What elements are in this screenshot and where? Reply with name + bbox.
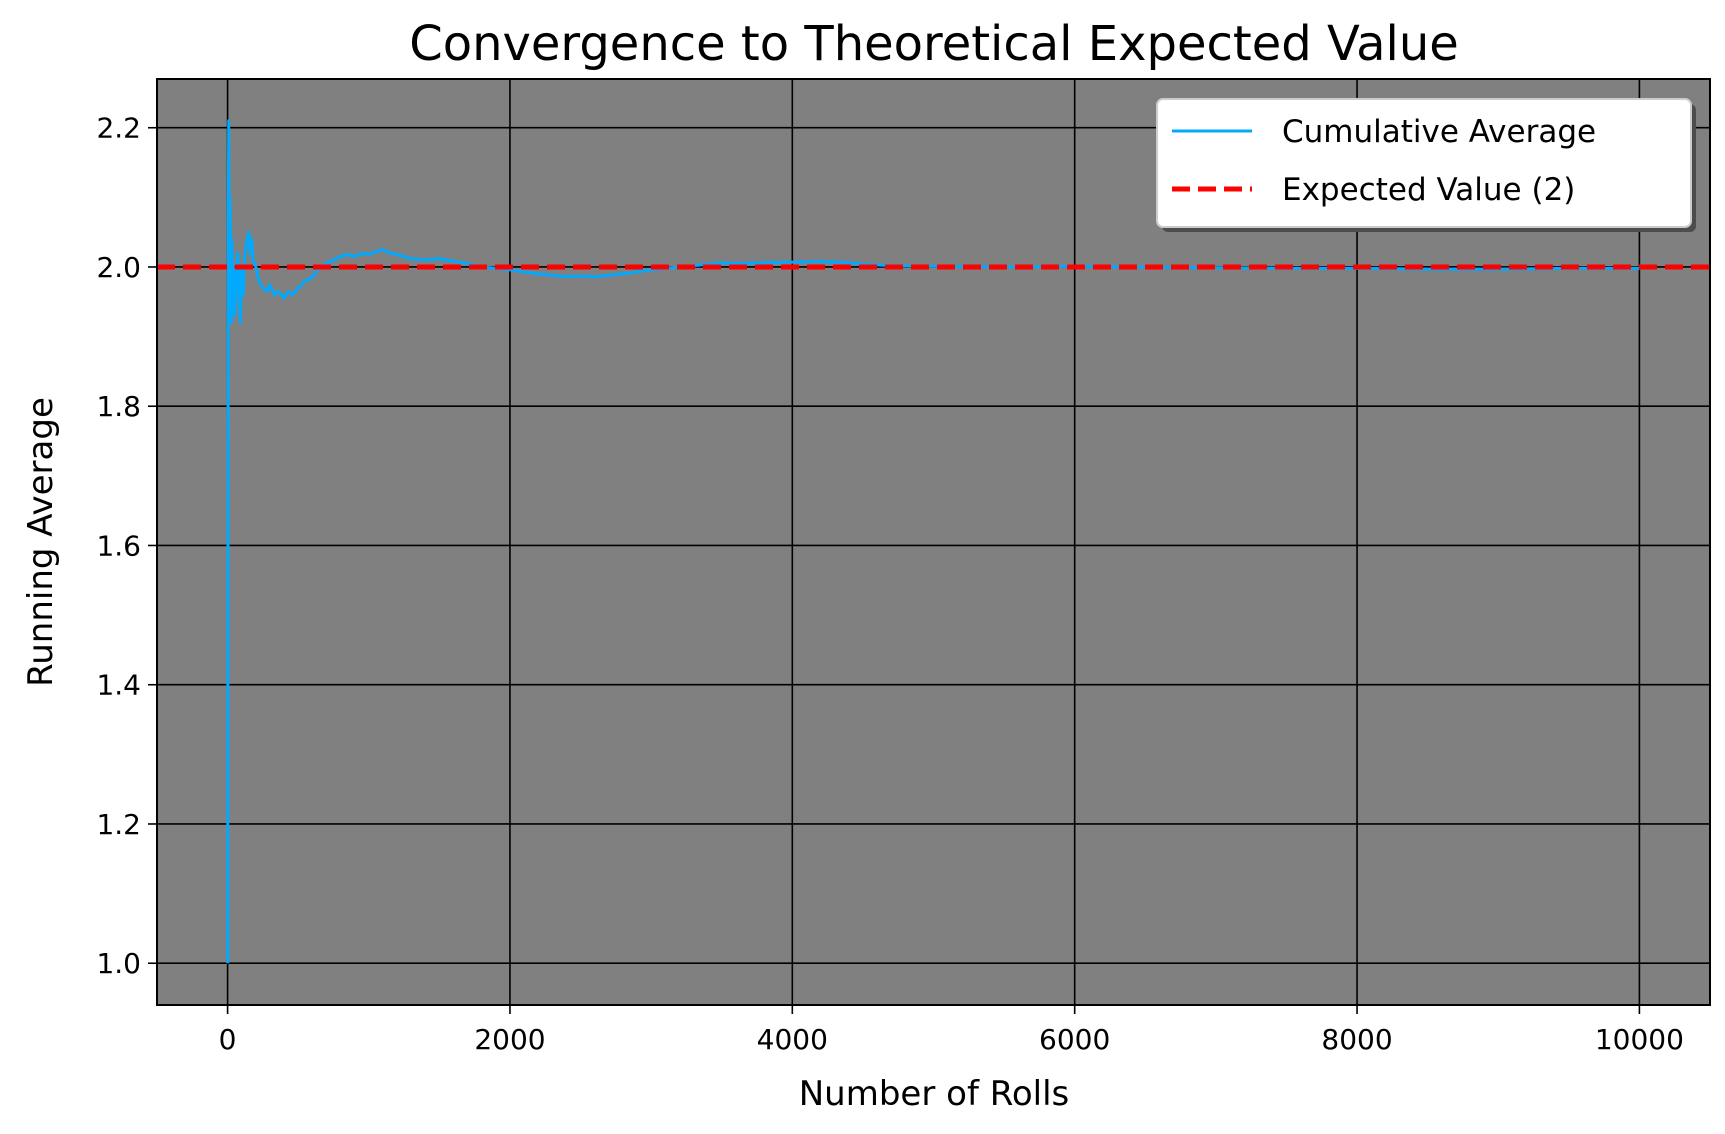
x-axis-label: Number of Rolls [799, 1074, 1069, 1114]
legend-box [1156, 98, 1692, 228]
grid [157, 79, 1710, 1005]
y-tick-label: 1.6 [96, 529, 141, 562]
y-tick-label: 1.0 [96, 947, 141, 980]
plot-area [157, 79, 1710, 1005]
legend-label-cumulative-average: Cumulative Average [1282, 114, 1596, 150]
y-axis-label: Running Average [21, 397, 61, 687]
x-tick-label: 10000 [1595, 1023, 1684, 1056]
x-tick-label: 0 [219, 1023, 237, 1056]
legend: Cumulative Average Expected Value (2) [1156, 98, 1696, 232]
x-tick-label: 4000 [757, 1023, 828, 1056]
chart-title: Convergence to Theoretical Expected Valu… [409, 16, 1459, 72]
y-tick-label: 1.4 [96, 669, 141, 702]
legend-label-expected-value: Expected Value (2) [1282, 172, 1575, 208]
y-tick-label: 1.8 [96, 390, 141, 423]
series-group [157, 119, 1710, 964]
y-ticks: 1.0 1.2 1.4 1.6 1.8 2.0 2.2 [96, 112, 157, 980]
y-tick-label: 2.0 [96, 251, 141, 284]
x-tick-label: 6000 [1039, 1023, 1110, 1056]
x-tick-label: 8000 [1321, 1023, 1392, 1056]
x-tick-label: 2000 [474, 1023, 545, 1056]
series-line-0 [226, 119, 1640, 964]
y-tick-label: 2.2 [96, 112, 141, 145]
y-tick-label: 1.2 [96, 808, 141, 841]
plot-frame [156, 78, 1711, 1006]
x-ticks: 0 2000 4000 6000 8000 10000 [219, 1005, 1684, 1056]
